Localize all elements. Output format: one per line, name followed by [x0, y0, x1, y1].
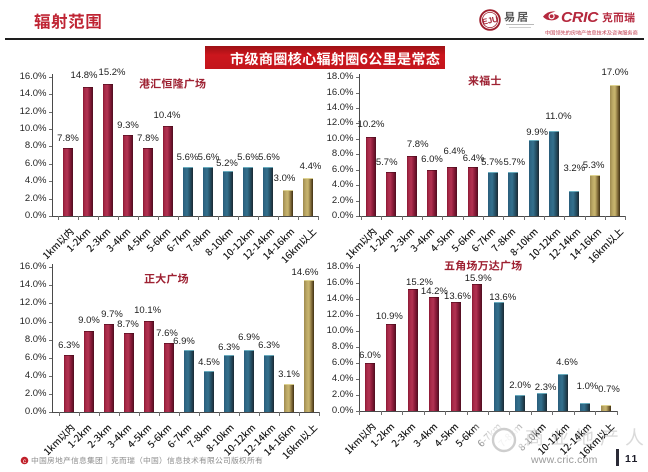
svg-text:EJU: EJU	[481, 15, 499, 27]
svg-text:c: c	[23, 458, 27, 465]
